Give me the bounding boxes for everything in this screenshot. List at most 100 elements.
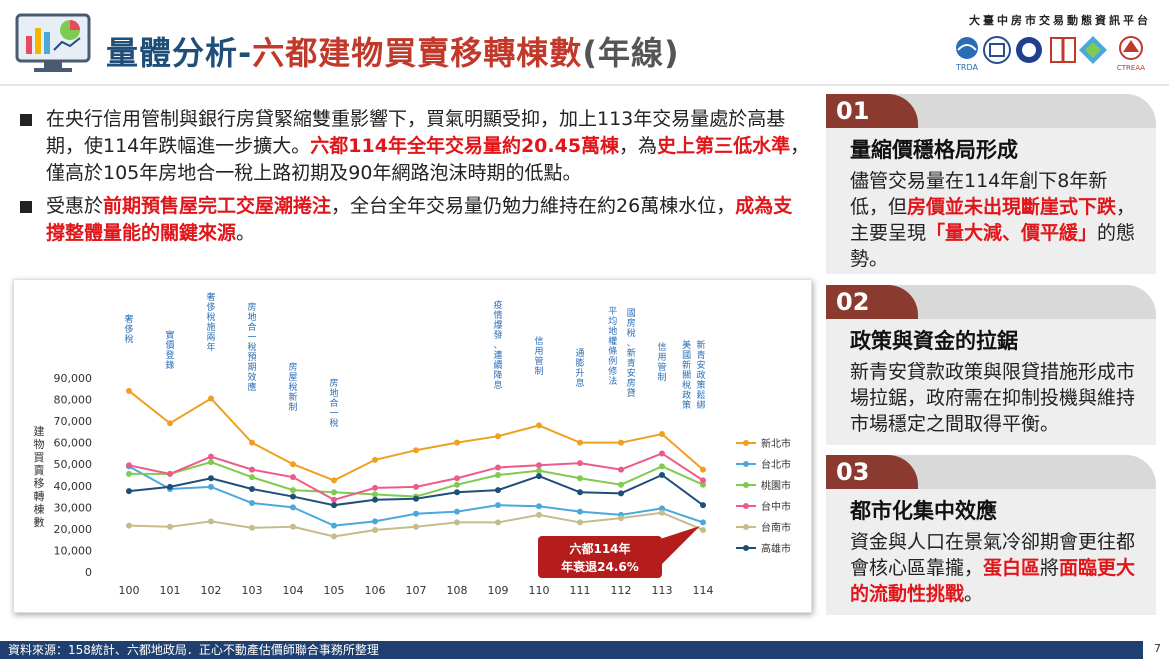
data-point bbox=[495, 433, 501, 440]
annotation-char: 制 bbox=[657, 371, 666, 383]
annotation-char: 息 bbox=[493, 379, 502, 391]
annotation-char: 合 bbox=[247, 321, 256, 333]
y-tick-label: 10,000 bbox=[54, 544, 93, 557]
annotation-char: 用 bbox=[657, 352, 666, 363]
data-point bbox=[331, 496, 337, 503]
data-point bbox=[372, 526, 378, 533]
y-axis-label-char: 棟 bbox=[34, 502, 45, 516]
panel-text: 新青安貸款政策與限貸措施形成市場拉鋸，政府需在抑制投機與維持市場穩定之間取得平衡… bbox=[850, 361, 1136, 435]
annotation-char: 侈 bbox=[206, 301, 215, 313]
annotation-char: 升 bbox=[575, 368, 584, 379]
annotation-char: 美 bbox=[682, 339, 691, 351]
annotation-char: 應 bbox=[247, 381, 256, 393]
data-point bbox=[495, 502, 501, 509]
government-seal-icon bbox=[983, 36, 1011, 64]
annotation-char: 稅 bbox=[627, 327, 636, 339]
annotation-char: 政 bbox=[682, 389, 691, 401]
annotation-char: 續 bbox=[493, 359, 502, 371]
data-point bbox=[167, 523, 173, 530]
annotation-char: 奢 bbox=[124, 313, 133, 325]
annotation-char: 效 bbox=[247, 371, 256, 383]
annotation-char: 房 bbox=[288, 361, 297, 373]
data-point bbox=[659, 472, 665, 478]
data-point bbox=[536, 511, 542, 518]
y-axis-label-char: 買 bbox=[34, 451, 45, 464]
annotation-char: 一 bbox=[329, 409, 338, 419]
data-point bbox=[290, 461, 296, 468]
data-point bbox=[249, 474, 255, 481]
annotation-char: 策 bbox=[696, 379, 705, 391]
annotation-char: 息 bbox=[575, 377, 584, 389]
data-point bbox=[495, 487, 501, 494]
annotation-char: 條 bbox=[608, 345, 617, 357]
data-point bbox=[167, 483, 173, 490]
x-tick-label: 109 bbox=[488, 584, 509, 597]
x-tick-label: 104 bbox=[283, 584, 304, 597]
y-axis-label-char: 建 bbox=[34, 424, 45, 438]
annotation-char: 鬆 bbox=[696, 389, 705, 401]
annotation-char: 國 bbox=[682, 350, 691, 361]
data-point bbox=[577, 519, 583, 526]
legend-marker bbox=[743, 482, 749, 488]
data-point bbox=[331, 533, 337, 540]
data-point bbox=[577, 489, 583, 496]
annotation-char: 關 bbox=[682, 370, 691, 381]
data-point bbox=[331, 477, 337, 484]
data-point bbox=[208, 483, 214, 490]
panel-title: 量縮價穩格局形成 bbox=[850, 138, 1018, 162]
annotation-char: 管 bbox=[534, 355, 543, 367]
data-point bbox=[126, 522, 132, 529]
annotation-char: 、 bbox=[493, 341, 502, 351]
data-point bbox=[413, 510, 419, 517]
annotation-char: 貸 bbox=[627, 387, 636, 399]
data-point bbox=[536, 473, 542, 480]
page-number: 7 bbox=[1154, 642, 1161, 655]
x-tick-label: 112 bbox=[611, 584, 632, 597]
data-point bbox=[618, 490, 624, 497]
data-point bbox=[372, 491, 378, 498]
annotation-char: 稅 bbox=[288, 381, 297, 393]
data-point bbox=[536, 467, 542, 474]
y-tick-label: 40,000 bbox=[54, 480, 93, 493]
data-point bbox=[372, 518, 378, 525]
data-point bbox=[126, 387, 132, 394]
panel-text: 資金與人口在景氣冷卻期會更往都會核心區靠攏，蛋白區將面臨更大的流動性挑戰。 bbox=[850, 531, 1136, 605]
annotation-char: 地 bbox=[247, 311, 256, 323]
data-point bbox=[372, 484, 378, 491]
x-tick-label: 106 bbox=[365, 584, 386, 597]
trda-logo-text: TRDA bbox=[955, 63, 978, 72]
annotation-char: 奢 bbox=[206, 291, 215, 303]
data-point bbox=[372, 496, 378, 503]
data-point bbox=[659, 509, 665, 516]
annotation-char: 施 bbox=[206, 321, 215, 333]
annotation-char: 制 bbox=[534, 365, 543, 377]
data-point bbox=[454, 481, 460, 488]
data-point bbox=[413, 523, 419, 530]
annotation-char: 國 bbox=[627, 308, 636, 319]
annotation-char: 情 bbox=[493, 309, 502, 321]
data-point bbox=[700, 477, 706, 484]
data-point bbox=[495, 472, 501, 478]
data-point bbox=[700, 466, 706, 473]
data-point bbox=[495, 464, 501, 471]
org-name: 大臺中房市交易動態資訊平台 bbox=[969, 14, 1151, 27]
data-point bbox=[167, 420, 173, 427]
annotation-char: 疫 bbox=[493, 299, 502, 311]
source-footer: 資料來源：158統計、六都地政局．正心不動產估價師聯合事務所整理 bbox=[0, 641, 1143, 659]
annotation-char: 兩 bbox=[206, 332, 215, 343]
panel-number: 01 bbox=[826, 94, 918, 128]
annotation-char: 爆 bbox=[493, 319, 502, 331]
annotation-char: 一 bbox=[247, 333, 256, 343]
data-point bbox=[618, 466, 624, 473]
annotation-char: 新 bbox=[682, 359, 691, 371]
data-point bbox=[454, 439, 460, 446]
annotation-char: 綁 bbox=[696, 399, 705, 411]
y-tick-label: 80,000 bbox=[54, 394, 93, 407]
insight-panel-1: 01 量縮價穩格局形成 儘管交易量在114年創下8年新低，但房價並未出現斷崖式下… bbox=[826, 94, 1156, 274]
data-point bbox=[536, 422, 542, 429]
data-point bbox=[372, 456, 378, 463]
data-point bbox=[126, 470, 132, 477]
annotation-char: 年 bbox=[206, 341, 215, 353]
annotation-char: 房 bbox=[627, 317, 636, 329]
panel-text: 儘管交易量在114年創下8年新低，但房價並未出現斷崖式下跌，主要呈現「量大減、價… bbox=[850, 170, 1136, 270]
